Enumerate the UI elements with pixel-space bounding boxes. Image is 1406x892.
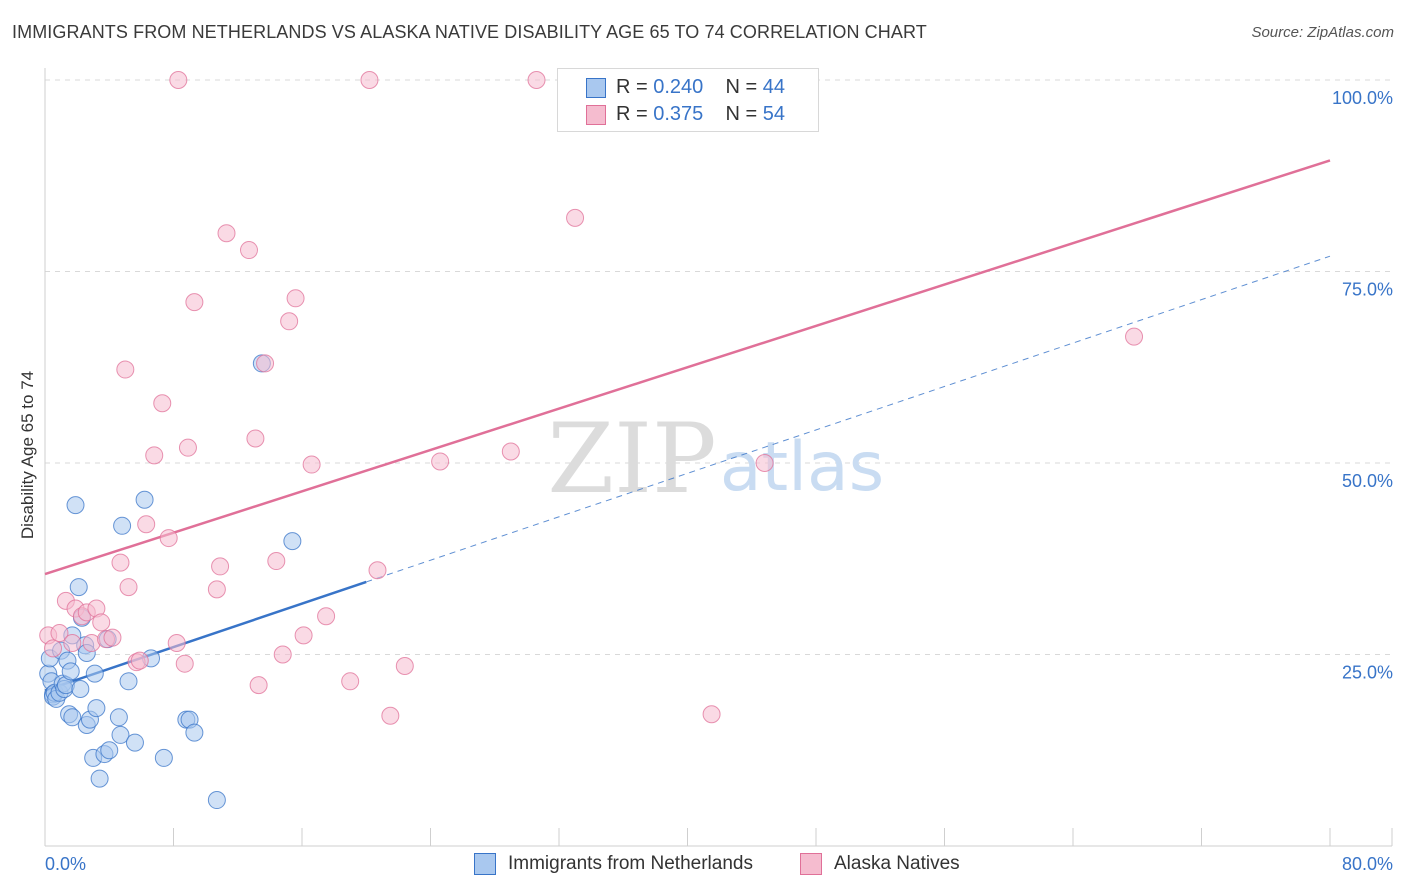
data-point-alaska-natives	[159, 529, 178, 548]
data-point-alaska-natives	[185, 293, 204, 312]
y-tick-label: 50.0%	[1342, 471, 1393, 491]
data-point-alaska-natives	[50, 624, 69, 643]
r-value-pink: 0.375	[653, 102, 704, 125]
data-point-netherlands	[113, 516, 132, 535]
bottom-legend-blue: Immigrants from Netherlands	[474, 852, 753, 876]
data-point-alaska-natives	[130, 651, 149, 670]
data-point-alaska-natives	[395, 656, 414, 675]
data-point-alaska-natives	[267, 552, 286, 571]
x-tick-label: 80.0%	[1342, 854, 1393, 874]
data-point-alaska-natives	[249, 676, 268, 695]
data-point-netherlands	[66, 496, 85, 515]
data-point-alaska-natives	[217, 224, 236, 243]
data-point-netherlands	[63, 708, 82, 727]
data-point-netherlands	[109, 708, 128, 727]
y-axis-label: Disability Age 65 to 74	[18, 370, 37, 540]
data-point-alaska-natives	[501, 442, 520, 461]
data-point-alaska-natives	[566, 208, 585, 227]
data-point-alaska-natives	[286, 289, 305, 308]
trend-line-pink	[44, 159, 1331, 576]
data-point-alaska-natives	[431, 452, 450, 471]
data-point-alaska-natives	[167, 634, 186, 653]
data-point-alaska-natives	[111, 553, 130, 572]
data-point-alaska-natives	[145, 446, 164, 465]
gridlines	[45, 79, 1392, 655]
data-point-netherlands	[61, 662, 80, 681]
data-point-alaska-natives	[755, 454, 774, 472]
data-point-alaska-natives	[103, 628, 122, 647]
data-point-netherlands	[69, 578, 88, 597]
data-point-alaska-natives	[239, 241, 258, 260]
tick-labels: 25.0% 50.0% 75.0% 100.0% 0.0% 80.0%	[45, 88, 1393, 874]
watermark-zip: ZIP	[547, 403, 716, 515]
y-tick-label: 100.0%	[1332, 88, 1393, 108]
data-point-alaska-natives	[294, 626, 313, 645]
data-point-alaska-natives	[119, 578, 138, 597]
trend-line-blue-extension	[366, 255, 1331, 583]
data-point-alaska-natives	[280, 312, 299, 331]
data-point-alaska-natives	[317, 607, 336, 626]
watermark-atlas: atlas	[720, 428, 884, 507]
data-point-alaska-natives	[153, 394, 172, 413]
data-point-alaska-natives	[178, 438, 197, 457]
n-value-pink: 54	[762, 102, 786, 125]
source-label: Source: ZipAtlas.com	[1251, 24, 1394, 41]
data-point-netherlands	[207, 791, 226, 810]
r-label: R =	[616, 75, 648, 98]
data-point-alaska-natives	[92, 613, 111, 632]
data-point-alaska-natives	[137, 515, 156, 534]
axes	[44, 68, 1393, 847]
legend-swatch-blue	[586, 78, 606, 98]
data-point-netherlands	[125, 733, 144, 752]
data-point-alaska-natives	[702, 705, 721, 724]
data-point-alaska-natives	[273, 645, 292, 664]
n-value-blue: 44	[762, 75, 786, 98]
data-point-netherlands	[119, 672, 138, 691]
data-point-alaska-natives	[341, 672, 360, 691]
data-point-netherlands	[154, 748, 173, 767]
data-point-netherlands	[87, 699, 106, 718]
watermark: ZIP atlas	[547, 403, 884, 515]
data-point-netherlands	[85, 664, 104, 683]
data-points	[39, 71, 1144, 810]
data-point-netherlands	[71, 679, 90, 698]
data-point-alaska-natives	[207, 580, 226, 599]
data-point-alaska-natives	[211, 557, 230, 576]
data-point-netherlands	[135, 490, 154, 509]
data-point-netherlands	[111, 725, 130, 744]
r-label: R =	[616, 102, 648, 125]
n-label: N =	[725, 102, 758, 125]
data-point-alaska-natives	[116, 360, 135, 379]
data-point-alaska-natives	[302, 455, 321, 474]
data-point-netherlands	[283, 532, 302, 551]
n-label: N =	[725, 75, 758, 98]
legend-swatch-pink	[586, 105, 606, 125]
data-point-alaska-natives	[1125, 327, 1144, 346]
chart-title: IMMIGRANTS FROM NETHERLANDS VS ALASKA NA…	[12, 22, 927, 42]
data-point-alaska-natives	[527, 71, 546, 89]
data-point-alaska-natives	[175, 654, 194, 673]
data-point-alaska-natives	[246, 429, 265, 448]
bottom-legend-pink: Alaska Natives	[800, 852, 960, 876]
data-point-alaska-natives	[360, 71, 379, 89]
data-point-alaska-natives	[368, 561, 387, 580]
data-point-netherlands	[90, 769, 109, 788]
x-tick-label: 0.0%	[45, 854, 86, 874]
r-value-blue: 0.240	[653, 75, 704, 98]
data-point-netherlands	[185, 723, 204, 742]
data-point-alaska-natives	[63, 634, 82, 653]
bottom-legend-swatch-pink	[800, 853, 822, 875]
data-point-alaska-natives	[44, 639, 63, 658]
bottom-legend-label-pink: Alaska Natives	[834, 853, 960, 874]
stats-legend: R = 0.240 N = 44 R = 0.375 N = 54	[557, 68, 819, 132]
data-point-alaska-natives	[169, 71, 188, 89]
y-tick-label: 75.0%	[1342, 280, 1393, 300]
data-point-alaska-natives	[256, 354, 275, 373]
y-tick-label: 25.0%	[1342, 663, 1393, 683]
bottom-legend-swatch-blue	[474, 853, 496, 875]
bottom-legend-label-blue: Immigrants from Netherlands	[508, 853, 753, 874]
data-point-alaska-natives	[381, 706, 400, 725]
data-point-netherlands	[100, 741, 119, 760]
